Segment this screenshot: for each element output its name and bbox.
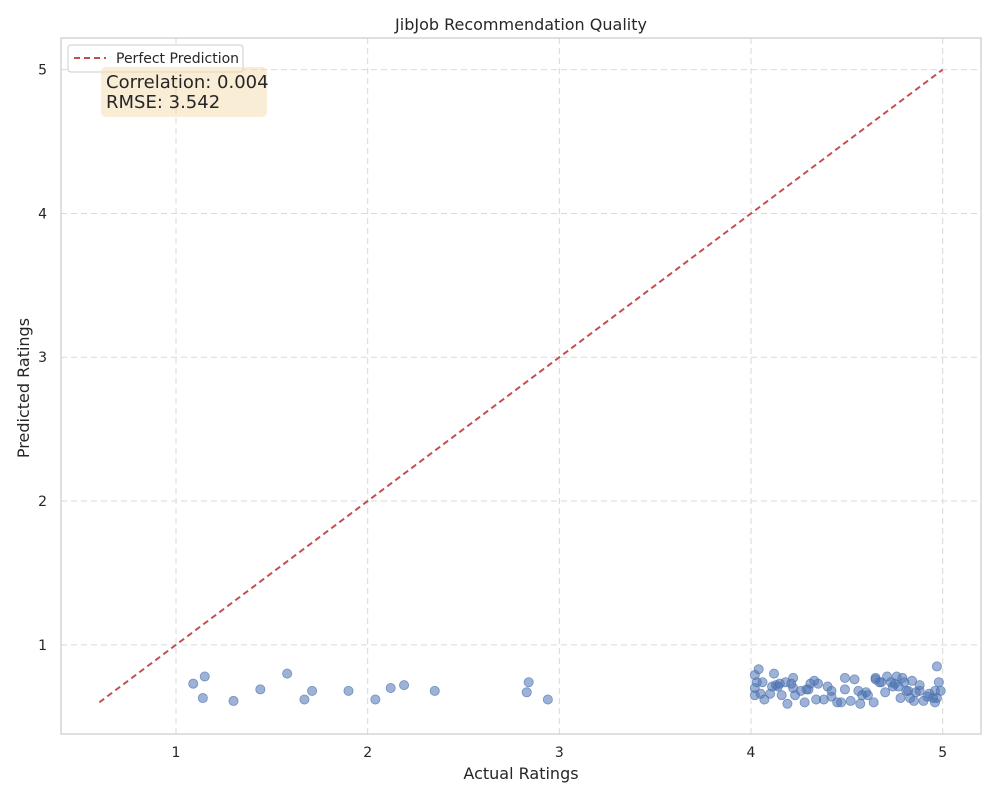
data-point [757,677,768,688]
data-point [782,698,793,709]
data-point [228,695,239,706]
stats-box: Correlation: 0.004 RMSE: 3.542 [101,67,269,117]
stats-rmse: RMSE: 3.542 [106,92,220,113]
data-point [799,697,810,708]
data-point [370,694,381,705]
data-point [862,690,873,701]
x-tick-label: 4 [747,745,756,761]
points [188,661,946,709]
y-tick-label: 3 [38,350,47,366]
data-point [282,668,293,679]
data-point [907,675,918,686]
data-point [542,694,553,705]
data-point [914,680,925,691]
data-point [880,687,891,698]
y-tick-label: 1 [38,638,47,654]
data-point [299,694,310,705]
data-point [197,693,208,704]
x-tick-label: 2 [363,745,372,761]
x-tick-label: 3 [555,745,564,761]
data-point [868,697,879,708]
y-tick-label: 2 [38,494,47,510]
data-point [931,661,942,672]
x-tick-label: 5 [938,745,947,761]
data-point [385,682,396,693]
data-point [933,677,944,688]
legend-label: Perfect Prediction [116,51,239,67]
data-point [521,687,532,698]
data-point [343,685,354,696]
x-axis-label: Actual Ratings [463,764,578,783]
chart-title: JibJob Recommendation Quality [394,15,647,34]
x-tick-label: 1 [172,745,181,761]
data-point [908,695,919,706]
data-point [776,690,787,701]
data-point [199,671,210,682]
legend: Perfect Prediction [67,44,244,73]
data-point [813,678,824,689]
data-point [839,684,850,695]
data-point [769,668,780,679]
data-point [855,698,866,709]
y-axis-label: Predicted Ratings [14,318,33,458]
data-point [788,672,799,683]
data-point [935,685,946,696]
grid [61,38,981,734]
data-point [836,697,847,708]
y-tick-label: 4 [38,206,47,222]
ticks: 1 2 3 4 5 1 2 3 4 5 [38,63,947,761]
stats-box-background [101,67,267,117]
reference-line-layer [98,68,944,704]
data-point [188,678,199,689]
data-point [849,674,860,685]
stats-correlation: Correlation: 0.004 [106,72,269,93]
data-point [399,680,410,691]
data-point [255,684,266,695]
data-point [839,672,850,683]
data-point [523,677,534,688]
data-point [753,664,764,675]
y-tick-label: 5 [38,63,47,79]
plot-frame [60,37,982,735]
perfect-prediction-line [98,68,944,704]
data-point [845,695,856,706]
data-point [429,685,440,696]
data-point [307,685,318,696]
